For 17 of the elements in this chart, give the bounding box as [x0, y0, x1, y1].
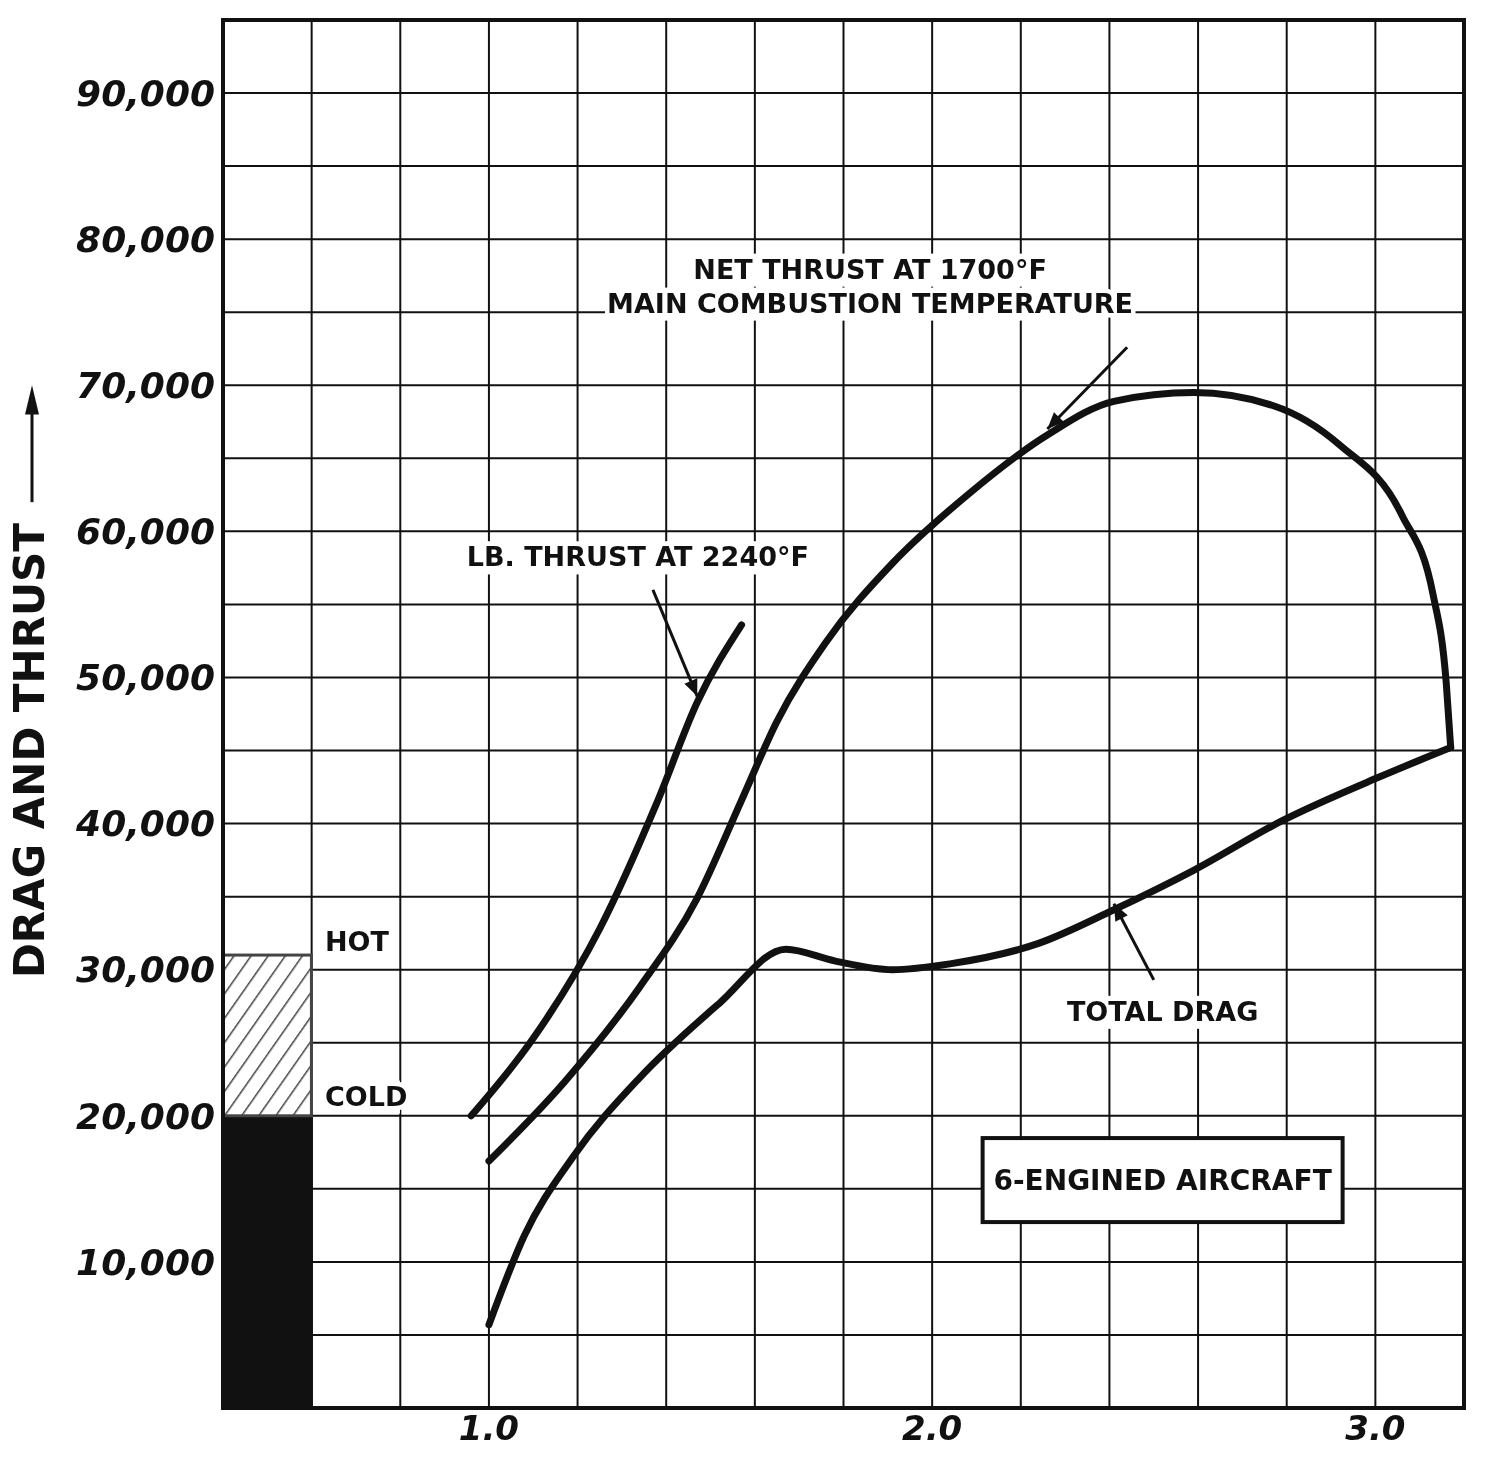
x-tick-label: 2.0	[902, 1408, 963, 1449]
y-tick-label: 20,000	[76, 1095, 215, 1137]
y-tick-label: 80,000	[76, 218, 215, 260]
y-tick-label: 40,000	[75, 803, 215, 845]
text: LB. THRUST AT 2240°F	[466, 541, 809, 573]
y-tick-label: 90,000	[76, 72, 215, 114]
x-tick-label: 1.0	[458, 1408, 520, 1449]
text: TOTAL DRAG	[1066, 995, 1259, 1027]
y-tick-label: 10,000	[76, 1241, 215, 1283]
series-label: HOT	[324, 925, 390, 957]
y-tick-label: 70,000	[76, 365, 215, 407]
y-axis-title: DRAG AND THRUST	[5, 522, 54, 979]
annotation: 6-ENGINED AIRCRAFT	[993, 1164, 1332, 1198]
y-tick-label: 60,000	[76, 511, 215, 553]
y-tick-label: 30,000	[76, 949, 215, 991]
x-tick-label: 3.0	[1345, 1408, 1406, 1449]
y-tick-label: 50,000	[76, 657, 215, 699]
